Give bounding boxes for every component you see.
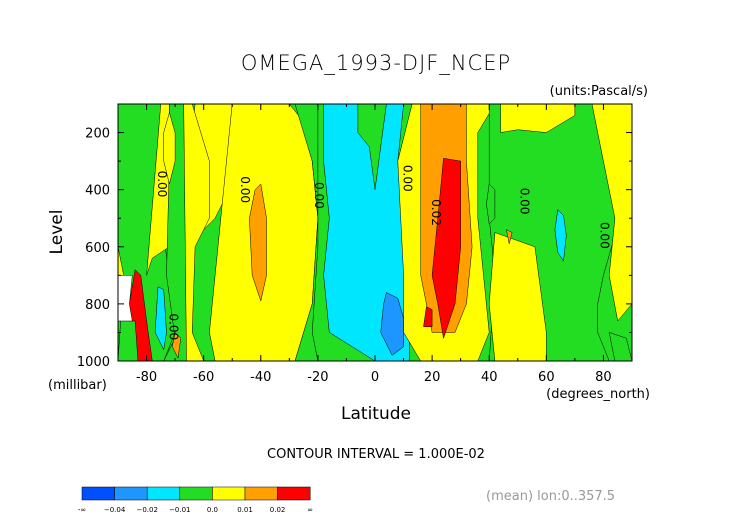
x-axis: -80 -60 -40 -20 0 20 40 60 80: [117, 104, 633, 385]
x-units-label: (degrees_north): [546, 387, 650, 402]
contour-region: [423, 306, 433, 327]
contour-label: 0.00: [238, 176, 252, 203]
colorbar-swatch: [114, 486, 148, 501]
x-tick-label: 0: [371, 370, 379, 385]
colorbar-label: -∞: [78, 506, 86, 514]
y-tick-label: 1000: [77, 355, 110, 370]
contour-fills: [117, 103, 633, 362]
chart-title: OMEGA_1993-DJF_NCEP: [241, 51, 511, 75]
contour-label: 0.00: [312, 182, 326, 209]
colorbar-label: 0.0: [207, 506, 218, 514]
colorbar-swatch: [212, 486, 246, 501]
contour-region: [486, 183, 496, 225]
colorbar-label: −0.02: [136, 506, 157, 514]
x-tick-label: -80: [136, 370, 157, 385]
colorbar-label: ∞: [307, 506, 313, 514]
x-tick-label: 80: [595, 370, 612, 385]
contour-labels: 0.00 0.00 0.00 0.00 0.02 0.00 0.00 0.00: [155, 165, 612, 340]
contour-region: [117, 275, 133, 322]
contour-label: 0.00: [518, 188, 532, 215]
contour-region: [154, 286, 167, 351]
x-tick-label: -40: [250, 370, 271, 385]
contour-label: 0.00: [155, 171, 169, 198]
x-tick-label: -20: [307, 370, 328, 385]
contour-label: 0.00: [598, 222, 612, 249]
y-axis-title: Level: [47, 210, 67, 255]
colorbar-label: 0.02: [270, 506, 286, 514]
contour-region: [431, 158, 461, 339]
colorbar-label: −0.04: [104, 506, 126, 514]
x-tick-label: 20: [424, 370, 441, 385]
contour-region: [163, 111, 176, 185]
y-axis: 200 400 600 800 1000: [77, 103, 632, 370]
contour-region: [506, 229, 513, 244]
y-tick-label: 400: [85, 184, 110, 199]
y-tick-label: 200: [85, 127, 110, 142]
units-label: (units:Pascal/s): [550, 84, 648, 99]
colorbar-swatch: [244, 486, 278, 501]
colorbar-label: −0.01: [169, 506, 190, 514]
contour-region: [172, 331, 182, 359]
contour-region: [249, 183, 267, 302]
colorbar-swatch: [81, 486, 115, 501]
y-tick-label: 600: [85, 241, 110, 256]
colorbar-label: 0.01: [237, 506, 253, 514]
contour-label: 0.00: [166, 313, 180, 340]
x-tick-label: 40: [481, 370, 498, 385]
x-axis-title: Latitude: [341, 404, 411, 424]
contour-label: 0.00: [401, 165, 415, 192]
colorbar-swatch: [277, 486, 311, 501]
contour-region: [554, 209, 567, 262]
footer-text: (mean) lon:0..357.5: [486, 489, 615, 504]
y-units-label: (millibar): [48, 378, 107, 393]
colorbar-swatch: [179, 486, 213, 501]
x-tick-label: 60: [538, 370, 555, 385]
x-tick-label: -60: [193, 370, 214, 385]
colorbar: -∞ −0.04 −0.02 −0.01 0.0 0.01 0.02 ∞: [78, 486, 313, 514]
contour-label: 0.02: [429, 199, 443, 226]
contour-region: [380, 292, 404, 356]
contour-interval-text: CONTOUR INTERVAL = 1.000E-02: [267, 447, 485, 462]
y-tick-label: 800: [85, 298, 110, 313]
colorbar-swatch: [146, 486, 181, 501]
